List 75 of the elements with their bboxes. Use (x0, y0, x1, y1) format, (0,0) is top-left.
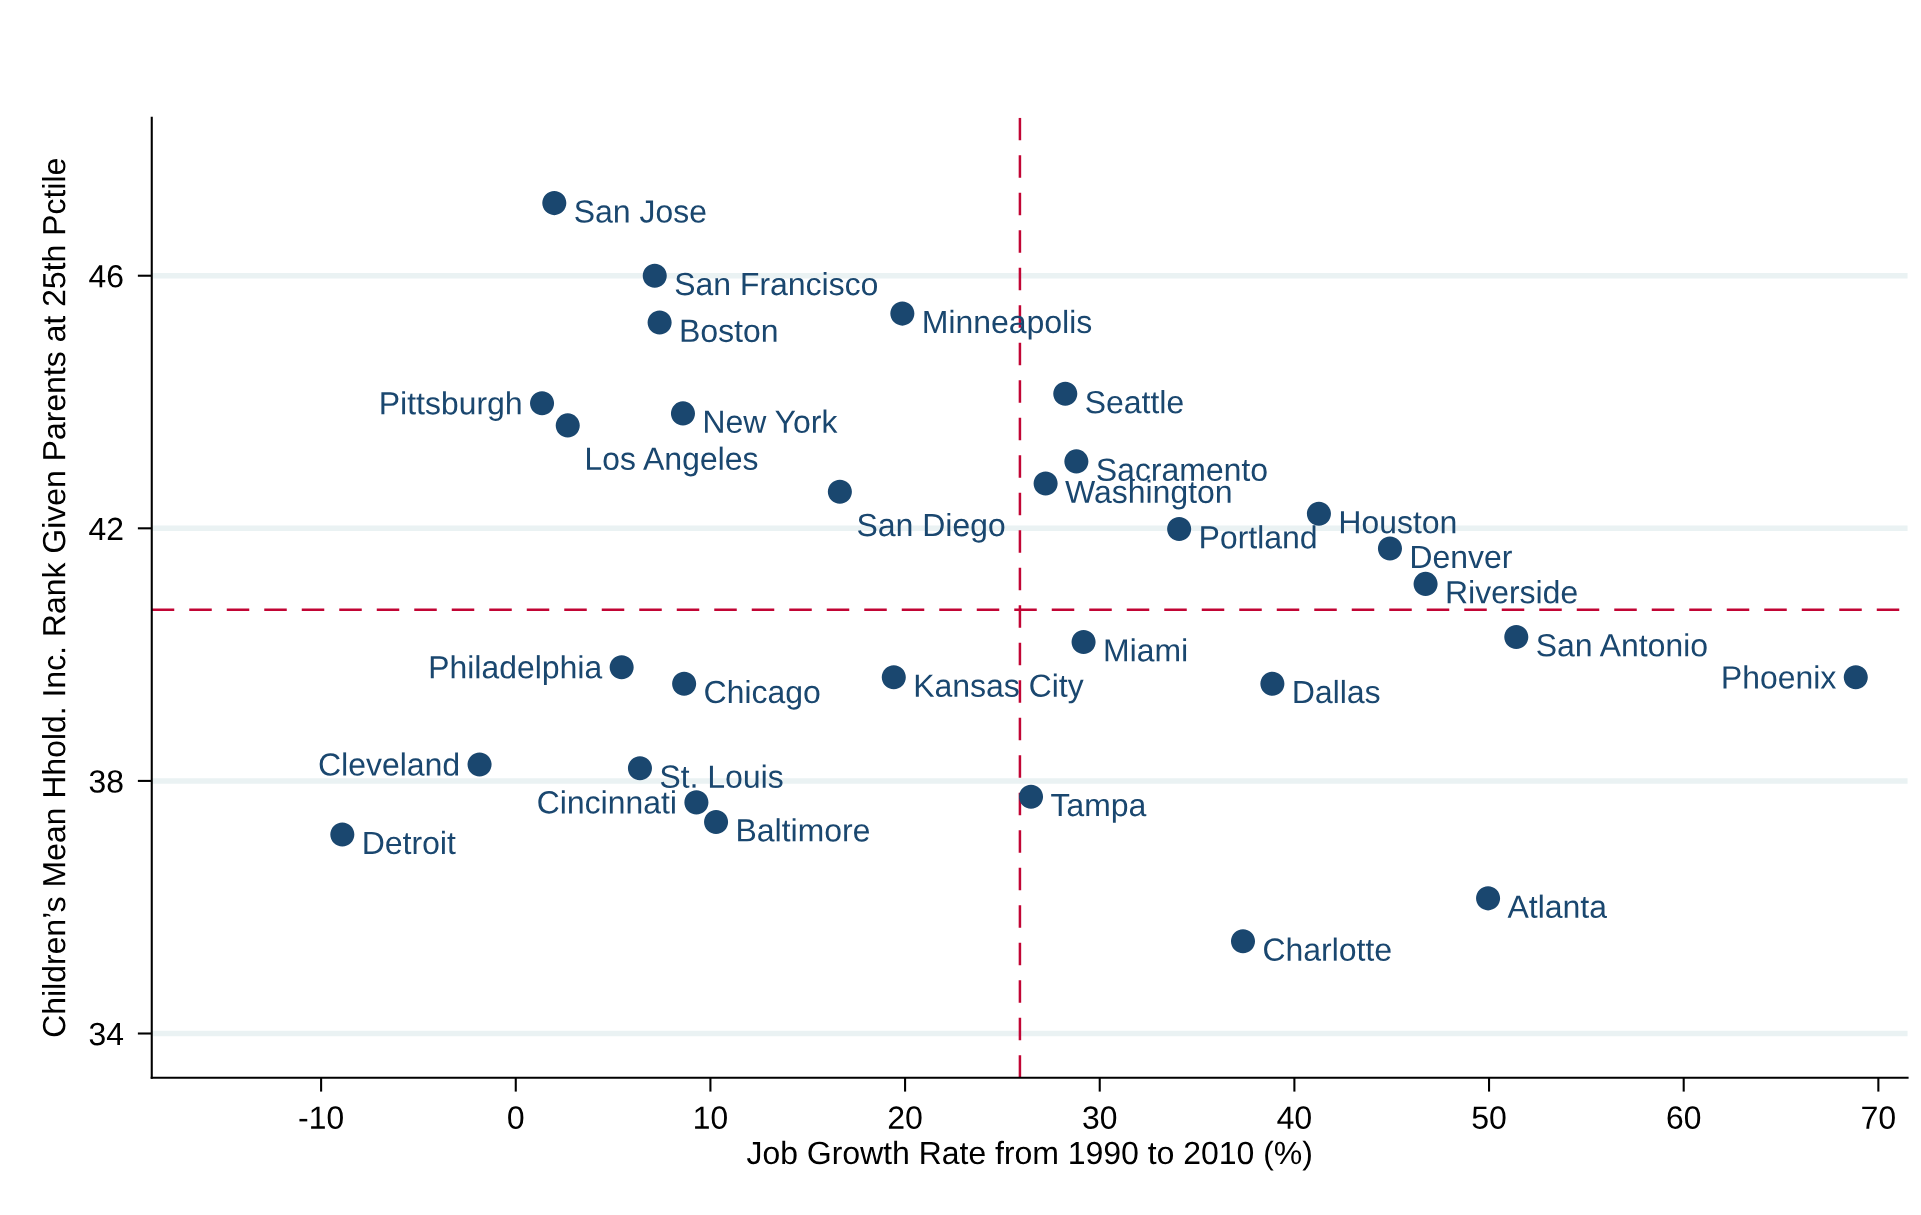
annotation: Denver (1412, 545, 1512, 569)
annotation: San Francisco (675, 271, 878, 296)
point (881, 665, 906, 690)
x-tick-label: 70 (1862, 1106, 1895, 1129)
annotation: Sacramento (1097, 458, 1267, 482)
point (542, 191, 567, 216)
annotation: Cleveland (319, 752, 459, 776)
annotation: Los Angeles (587, 446, 758, 477)
point (827, 479, 852, 504)
annotation: Baltimore (738, 818, 870, 842)
x-tick-label: 50 (1472, 1106, 1506, 1129)
y-axis-title: Children’s Mean Hhold. Inc. Rank Given Parents at 25th Pctile (42, 159, 66, 1037)
annotation: San Diego (857, 512, 1005, 543)
point (1071, 629, 1096, 655)
annotation: Pittsburgh (381, 391, 521, 421)
annotation: Atlanta (1507, 894, 1607, 919)
point (1033, 471, 1058, 496)
point (647, 310, 672, 335)
annotation: San Antonio (1537, 633, 1707, 657)
x-axis-title: Job Growth Rate from 1990 to 2010 (%) (746, 1140, 1311, 1171)
annotation: Houston (1340, 511, 1456, 534)
annotation: Riverside (1447, 580, 1577, 604)
point (1167, 516, 1192, 541)
point (890, 301, 915, 326)
point (467, 752, 492, 777)
point (609, 655, 634, 680)
y-tick-label: 38 (89, 770, 123, 793)
point (1053, 381, 1078, 406)
point (530, 391, 555, 416)
x-tick-label: 20 (888, 1106, 922, 1129)
point (1843, 665, 1868, 690)
annotation: New York (705, 409, 838, 434)
annotation: Philadelphia (430, 655, 603, 685)
point (1230, 929, 1256, 954)
point (1306, 501, 1331, 526)
annotation: San Jose (575, 200, 706, 223)
annotation: Tampa (1051, 794, 1147, 823)
annotation: Washington (1065, 479, 1231, 510)
x-tick-label: 40 (1277, 1106, 1311, 1129)
annotation: Phoenix (1723, 665, 1836, 689)
point (627, 756, 652, 781)
y-tick-label: 34 (89, 1022, 124, 1046)
annotation: Boston (681, 319, 777, 343)
annotation: Miami (1105, 638, 1187, 662)
point (330, 822, 355, 847)
x-tick-label: 10 (695, 1106, 727, 1129)
point (672, 671, 697, 696)
point (1018, 784, 1044, 809)
annotation: Kansas City (915, 673, 1084, 704)
point (1476, 886, 1501, 911)
annotation: Charlotte (1264, 937, 1391, 961)
x-tick-label: 0 (508, 1106, 524, 1129)
annotation: Detroit (364, 830, 456, 855)
annotation: Seattle (1086, 390, 1183, 414)
point (1504, 624, 1529, 649)
annotation: Portland (1201, 525, 1316, 549)
point (1377, 536, 1402, 561)
annotation: Chicago (705, 679, 820, 710)
annotation: Minneapolis (924, 309, 1092, 340)
point (670, 401, 695, 426)
point (1413, 571, 1438, 596)
annotation: St. Louis (660, 764, 783, 788)
x-tick-label: 30 (1083, 1106, 1117, 1129)
y-tick-label: 46 (89, 264, 123, 288)
point (704, 809, 729, 834)
point (684, 790, 709, 815)
point (642, 263, 667, 288)
annotation: Cincinnati (538, 790, 675, 814)
point (1064, 449, 1089, 474)
y-tick-label: 42 (89, 517, 123, 540)
x-tick-label: -10 (299, 1106, 343, 1129)
point (1260, 671, 1285, 696)
annotation: Dallas (1294, 679, 1380, 704)
x-tick-label: 60 (1667, 1106, 1701, 1129)
point (555, 413, 580, 438)
